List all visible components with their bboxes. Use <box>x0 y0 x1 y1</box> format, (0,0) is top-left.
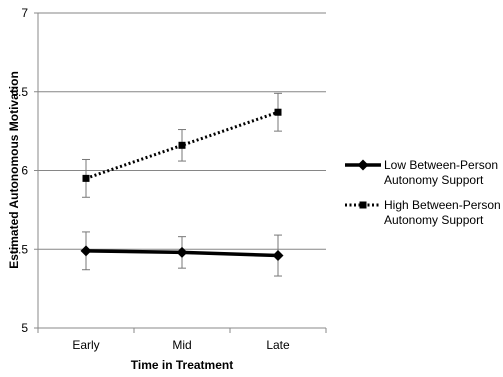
x-tick-label: Mid <box>172 338 191 352</box>
y-tick-label: 5 <box>21 321 28 335</box>
data-point <box>274 108 282 116</box>
y-tick-label: 7 <box>21 6 28 20</box>
legend-marker <box>359 201 367 209</box>
y-tick-label: 6 <box>21 164 28 178</box>
legend-label: Autonomy Support <box>384 173 484 187</box>
data-point <box>178 141 186 149</box>
data-point <box>176 246 188 258</box>
data-point <box>80 245 92 257</box>
legend-marker <box>357 159 369 171</box>
x-tick-label: Early <box>72 338 99 352</box>
y-tick-labels: 5 5.5 6 6.5 7 <box>11 6 28 335</box>
legend-label: Autonomy Support <box>384 213 484 227</box>
series-2 <box>82 92 282 198</box>
data-point <box>272 250 284 262</box>
legend-label: Low Between-Person <box>384 158 498 172</box>
y-tick-label: 5.5 <box>11 242 28 256</box>
data-point <box>82 174 90 182</box>
series-layer <box>80 92 284 277</box>
x-tick-labels: Early Mid Late <box>72 338 290 352</box>
x-tick-label: Late <box>266 338 290 352</box>
x-axis-title: Time in Treatment <box>131 358 233 372</box>
y-tick-label: 6.5 <box>11 85 28 99</box>
legend-label: High Between-Person <box>384 198 501 212</box>
y-axis-title: Estimated Autonomous Motivation <box>7 71 21 269</box>
axes <box>37 13 326 329</box>
grid-lines <box>34 12 327 333</box>
series-1 <box>80 231 284 277</box>
